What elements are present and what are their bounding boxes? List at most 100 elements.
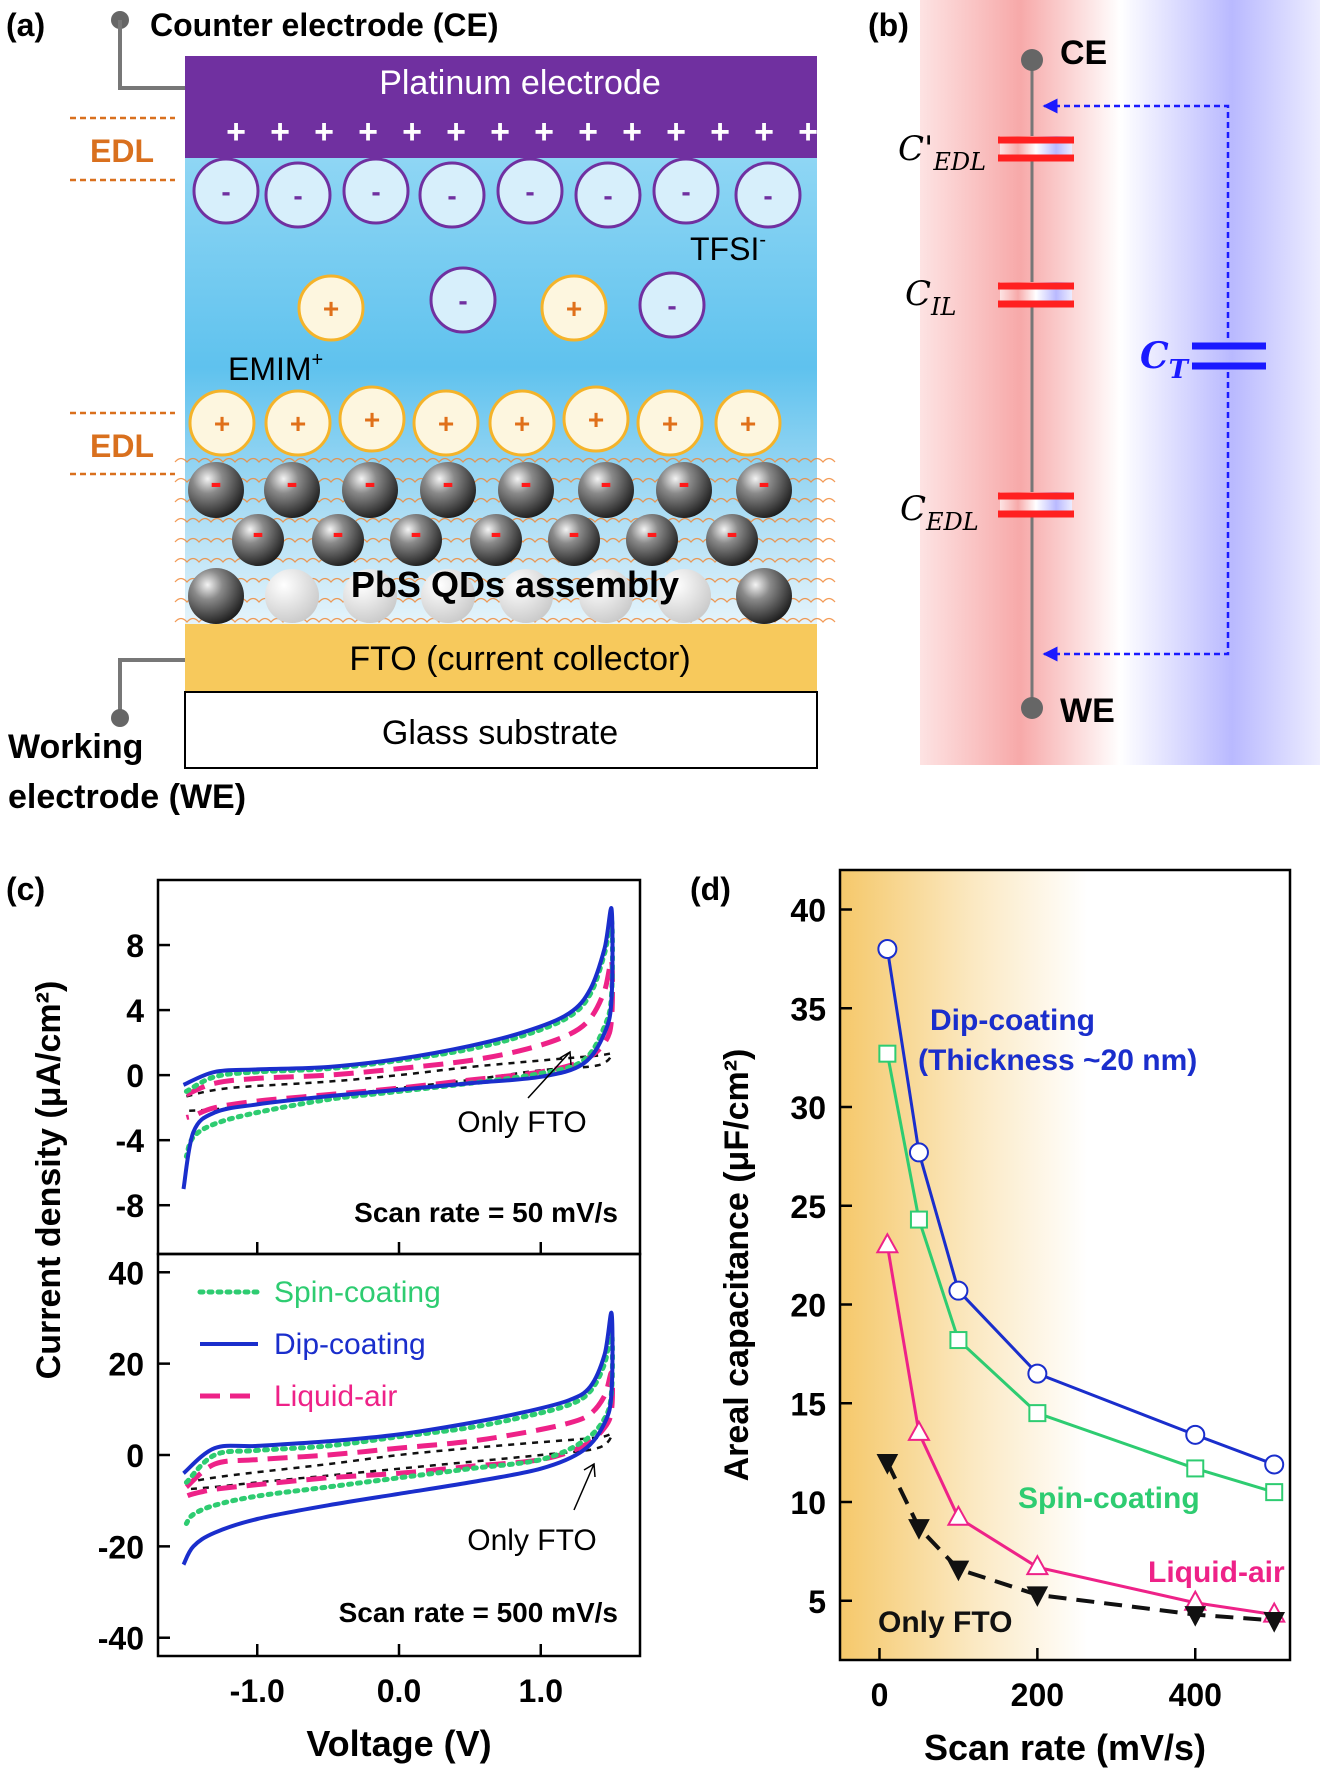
only-fto-annotation: Only FTO bbox=[457, 1106, 586, 1139]
we-wire bbox=[118, 658, 185, 718]
svg-text:+: + bbox=[364, 404, 380, 435]
data-point bbox=[1186, 1459, 1205, 1478]
pbs-quantum-dot bbox=[188, 568, 244, 624]
pbs-label: PbS QDs assembly bbox=[351, 564, 679, 605]
glass-label: Glass substrate bbox=[382, 714, 618, 752]
svg-text:-: - bbox=[442, 464, 453, 502]
plot-background bbox=[840, 870, 1290, 1660]
working-electrode-label-2: electrode (WE) bbox=[8, 778, 246, 816]
y-tick-label: 8 bbox=[126, 928, 144, 964]
pbs-quantum-dot: - bbox=[656, 462, 712, 518]
platinum-plus-sign: + bbox=[358, 113, 378, 151]
svg-text:-: - bbox=[490, 514, 501, 552]
tfsi-anion: - bbox=[418, 161, 486, 229]
data-point bbox=[1027, 1363, 1048, 1384]
pbs-quantum-dot: - bbox=[264, 462, 320, 518]
y-tick-label: -4 bbox=[116, 1123, 145, 1159]
x-axis-label: Voltage (V) bbox=[306, 1723, 491, 1764]
platinum-plus-sign: + bbox=[754, 113, 774, 151]
series-curve-spin-coating bbox=[183, 1328, 615, 1526]
ct-wire-bottom bbox=[1042, 372, 1230, 662]
emim-cation: + bbox=[412, 389, 480, 457]
pbs-quantum-dot: - bbox=[420, 462, 476, 518]
tfsi-anion: - bbox=[638, 271, 706, 339]
platinum-plus-sign: + bbox=[446, 113, 466, 151]
pbs-quantum-dot: - bbox=[548, 514, 600, 566]
platinum-electrode bbox=[185, 56, 817, 158]
svg-text:+: + bbox=[588, 404, 604, 435]
svg-text:-: - bbox=[568, 514, 579, 552]
pbs-quantum-dot bbox=[265, 569, 319, 623]
y-axis-label: Areal capacitance (μF/cm²) bbox=[718, 1049, 756, 1482]
svg-text:-: - bbox=[221, 176, 230, 207]
data-point bbox=[949, 1331, 968, 1350]
emim-label: EMIM+ bbox=[228, 349, 323, 387]
edl-top-label: EDL bbox=[90, 133, 154, 169]
only-fto-arrow bbox=[573, 1463, 595, 1511]
svg-text:-: - bbox=[332, 514, 343, 552]
data-point bbox=[1025, 1554, 1050, 1576]
pbs-quantum-dot: - bbox=[706, 514, 758, 566]
data-point bbox=[877, 939, 898, 959]
y-tick-label: 30 bbox=[790, 1090, 826, 1126]
svg-text:-: - bbox=[410, 514, 421, 552]
y-tick-label: 25 bbox=[790, 1189, 826, 1225]
capacitance-plot: 40 35 30 25 20 15 10 5 0 200 400 Scan rate (mV/s) Ar… bbox=[718, 868, 1292, 1768]
platinum-plus-sign: + bbox=[270, 113, 290, 151]
pbs-quantum-dot: - bbox=[232, 514, 284, 566]
svg-text:+: + bbox=[290, 408, 306, 439]
x-tick-label: 0 bbox=[871, 1677, 889, 1713]
y-tick-label: 35 bbox=[790, 991, 826, 1027]
series-spin-coating bbox=[878, 1044, 1284, 1502]
y-tick-label: 0 bbox=[126, 1438, 144, 1474]
y-tick-label: 20 bbox=[108, 1347, 144, 1383]
label-spin-coating: Spin-coating bbox=[1018, 1482, 1200, 1515]
emim-cation: + bbox=[714, 389, 782, 457]
svg-text:-: - bbox=[520, 464, 531, 502]
tfsi-anion: - bbox=[192, 157, 260, 225]
y-tick-label: 20 bbox=[790, 1288, 826, 1324]
platinum-plus-sign: + bbox=[666, 113, 686, 151]
y-tick-label: -40 bbox=[98, 1621, 144, 1657]
x-tick-label: -1.0 bbox=[230, 1673, 285, 1709]
series-curve-liquid-air bbox=[185, 958, 615, 1120]
panel-a-schematic: (a) Counter electrode (CE) Platinum elec… bbox=[6, 7, 836, 816]
circuit-background bbox=[920, 0, 1320, 765]
data-point bbox=[1264, 1454, 1285, 1475]
svg-text:-: - bbox=[458, 285, 467, 316]
emim-cation: + bbox=[562, 385, 630, 453]
svg-text:+: + bbox=[323, 293, 339, 324]
tfsi-label: TFSI- bbox=[690, 229, 766, 267]
counter-electrode-label: Counter electrode (CE) bbox=[150, 7, 498, 43]
svg-text:-: - bbox=[210, 464, 221, 502]
c-il-label: CIL bbox=[905, 274, 956, 321]
svg-text:+: + bbox=[214, 408, 230, 439]
panel-c-cv-curves: (c) Current density (μA/cm²) 840-4-8Only… bbox=[6, 871, 642, 1764]
series-curve-only-fto bbox=[186, 1432, 613, 1491]
tfsi-anion: - bbox=[734, 161, 802, 229]
svg-text:-: - bbox=[252, 514, 263, 552]
series-line bbox=[885, 1053, 1275, 1494]
svg-text:-: - bbox=[364, 464, 375, 502]
data-point bbox=[1263, 1612, 1286, 1633]
tfsi-anion: - bbox=[574, 161, 642, 229]
series-curve-dip-coating bbox=[181, 906, 615, 1190]
only-fto-arrow bbox=[527, 1051, 571, 1099]
data-point bbox=[875, 1232, 900, 1254]
capacitor-c-edl bbox=[998, 492, 1074, 518]
svg-text:-: - bbox=[646, 514, 657, 552]
svg-text:-: - bbox=[447, 180, 456, 211]
x-tick-label: 200 bbox=[1011, 1677, 1064, 1713]
data-point bbox=[948, 1280, 969, 1301]
plot-frame bbox=[156, 1252, 642, 1658]
data-point bbox=[878, 1044, 897, 1063]
pbs-quantum-dot: - bbox=[188, 462, 244, 518]
we-node-label: WE bbox=[1060, 692, 1115, 730]
data-point bbox=[1028, 1404, 1047, 1423]
cv-plot-50mvs: 8 4 0 -4 -8 Only FTO Scan rate = 50 mV/s bbox=[116, 878, 642, 1256]
y-tick-label: 10 bbox=[790, 1485, 826, 1521]
platinum-electrode-label: Platinum electrode bbox=[379, 64, 661, 102]
platinum-plus-sign: + bbox=[534, 113, 554, 151]
emim-cation: + bbox=[188, 389, 256, 457]
ce-wire bbox=[118, 20, 185, 90]
